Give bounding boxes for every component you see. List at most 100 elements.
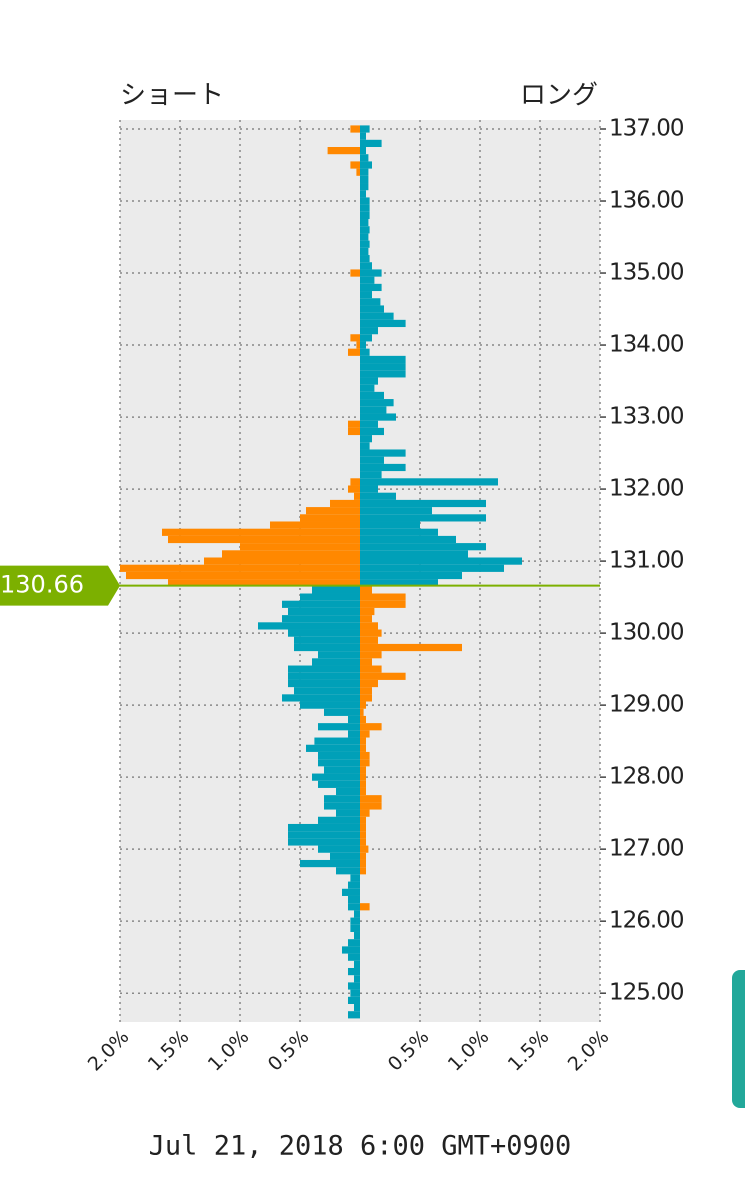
long-bar <box>360 312 394 320</box>
long-bar <box>360 528 438 536</box>
long-bar <box>360 715 366 724</box>
long-bar <box>360 485 378 493</box>
long-bar <box>360 499 486 508</box>
long-bar <box>360 535 456 544</box>
y-tick-label: 126.00 <box>609 908 684 934</box>
short-bar <box>348 1011 360 1019</box>
long-bar <box>360 845 369 853</box>
long-bar <box>360 701 366 709</box>
x-tick-label: 1.0% <box>444 1026 494 1076</box>
long-bar <box>360 622 378 630</box>
y-tick-label: 134.00 <box>609 332 684 358</box>
long-bar <box>360 838 366 846</box>
long-bar <box>360 334 372 342</box>
short-bar <box>342 888 360 896</box>
long-bar <box>360 730 370 738</box>
long-bar <box>360 658 372 666</box>
short-bar <box>318 816 360 824</box>
long-bar <box>360 543 486 551</box>
short-bar <box>354 931 360 940</box>
short-bar <box>348 939 360 947</box>
short-bar <box>312 586 360 594</box>
long-bar <box>360 341 366 349</box>
long-bar <box>360 478 498 486</box>
left-label: ショート <box>120 81 224 111</box>
short-bar <box>356 341 360 349</box>
side-tab[interactable] <box>732 970 745 1108</box>
y-tick-label: 125.00 <box>609 980 684 1006</box>
short-bar <box>348 982 360 990</box>
x-tick: 0.5% <box>384 1026 434 1076</box>
long-bar <box>360 456 384 464</box>
long-bar <box>360 413 396 421</box>
short-bar <box>270 521 360 529</box>
short-bar <box>288 665 360 673</box>
long-bar <box>360 679 378 688</box>
long-bar <box>360 708 364 716</box>
x-tick-label: 1.5% <box>144 1026 194 1076</box>
long-bar <box>360 607 375 616</box>
y-tick-label: 137.00 <box>609 116 684 142</box>
short-bar <box>350 917 360 925</box>
short-bar <box>350 125 360 133</box>
long-bar <box>360 233 369 241</box>
long-bar <box>360 615 372 623</box>
long-bar <box>360 377 378 385</box>
short-bar <box>318 651 360 659</box>
long-bar <box>360 154 369 162</box>
short-bar <box>318 759 360 767</box>
long-bar <box>360 442 370 450</box>
long-bar <box>360 636 378 644</box>
long-bar <box>360 687 372 695</box>
long-bar <box>360 262 372 270</box>
long-bar <box>360 449 406 457</box>
short-bar <box>294 636 360 644</box>
long-bar <box>360 363 406 371</box>
short-bar <box>327 147 360 155</box>
short-bar <box>288 823 360 832</box>
short-bar <box>168 579 360 587</box>
short-bar <box>300 514 360 522</box>
x-tick-label: 1.5% <box>504 1026 554 1076</box>
long-bar <box>360 384 375 392</box>
x-tick: 0.5% <box>264 1026 314 1076</box>
long-bar <box>360 723 382 731</box>
short-bar <box>324 795 360 803</box>
long-bar <box>360 399 394 407</box>
long-bar <box>360 204 370 212</box>
short-bar <box>348 953 360 961</box>
long-bar <box>360 737 366 745</box>
y-tick-label: 129.00 <box>609 692 684 718</box>
long-bar <box>360 132 366 140</box>
short-bar <box>306 744 360 752</box>
short-bar <box>222 550 360 558</box>
short-bar <box>294 687 360 695</box>
long-bar <box>360 161 372 169</box>
long-bar <box>360 816 366 824</box>
long-bar <box>360 514 486 522</box>
short-bar <box>354 1003 360 1012</box>
current-price-label: 130.66 <box>0 571 84 599</box>
long-bar <box>360 327 378 335</box>
long-bar <box>360 903 370 911</box>
long-bar <box>360 867 366 875</box>
short-bar <box>318 723 360 731</box>
short-bar <box>324 708 360 716</box>
long-bar <box>360 463 406 472</box>
long-bar <box>360 471 382 479</box>
short-bar <box>288 629 360 637</box>
short-bar <box>258 622 360 630</box>
long-bar <box>360 795 382 803</box>
long-bar <box>360 672 406 680</box>
long-bar <box>360 507 432 515</box>
short-bar <box>282 694 360 702</box>
x-tick-label: 0.5% <box>384 1026 434 1076</box>
x-tick-label: 2.0% <box>564 1026 614 1076</box>
short-bar <box>204 557 360 565</box>
short-bar <box>336 787 360 796</box>
x-tick: 2.0% <box>564 1026 614 1076</box>
short-bar <box>288 831 360 839</box>
x-tick: 2.0% <box>84 1026 134 1076</box>
short-bar <box>348 348 360 356</box>
